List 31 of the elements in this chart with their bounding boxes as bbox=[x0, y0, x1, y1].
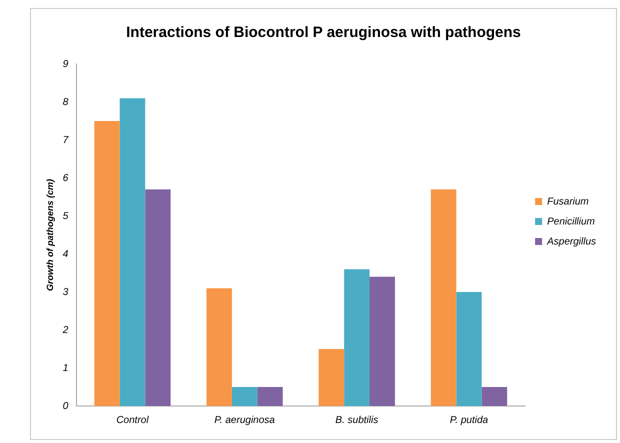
bar bbox=[120, 98, 146, 406]
bar bbox=[94, 121, 120, 406]
bar bbox=[344, 269, 370, 406]
y-tick-label: 1 bbox=[62, 362, 68, 374]
x-tick-label: P. putida bbox=[450, 414, 489, 426]
y-tick-label: 9 bbox=[62, 58, 69, 70]
y-tick-label: 7 bbox=[62, 134, 69, 146]
y-tick-label: 2 bbox=[62, 324, 69, 336]
bar bbox=[145, 189, 171, 406]
legend-label: Aspergillus bbox=[546, 236, 596, 248]
bar bbox=[430, 189, 456, 406]
bar bbox=[257, 387, 283, 406]
y-tick-label: 3 bbox=[62, 286, 69, 298]
bar bbox=[206, 288, 232, 406]
x-tick-label: Control bbox=[116, 414, 150, 426]
y-tick-label: 4 bbox=[62, 248, 69, 260]
bar bbox=[318, 349, 344, 406]
x-tick-label: B. subtilis bbox=[335, 414, 378, 426]
y-tick-label: 8 bbox=[62, 96, 69, 108]
bar bbox=[482, 387, 508, 406]
legend-label: Penicillium bbox=[547, 216, 595, 228]
chart-title: Interactions of Biocontrol P aeruginosa with pathogens bbox=[126, 24, 521, 42]
x-tick-label: P. aeruginosa bbox=[214, 414, 276, 426]
bar bbox=[456, 292, 482, 406]
legend-label: Fusarium bbox=[547, 196, 589, 208]
y-tick-label: 6 bbox=[62, 172, 69, 184]
y-tick-label: 5 bbox=[62, 210, 69, 222]
bar bbox=[370, 276, 395, 406]
y-axis-title: Growth of pathogens (cm) bbox=[44, 179, 55, 291]
bar bbox=[232, 387, 258, 406]
y-tick-label: 0 bbox=[62, 400, 69, 412]
